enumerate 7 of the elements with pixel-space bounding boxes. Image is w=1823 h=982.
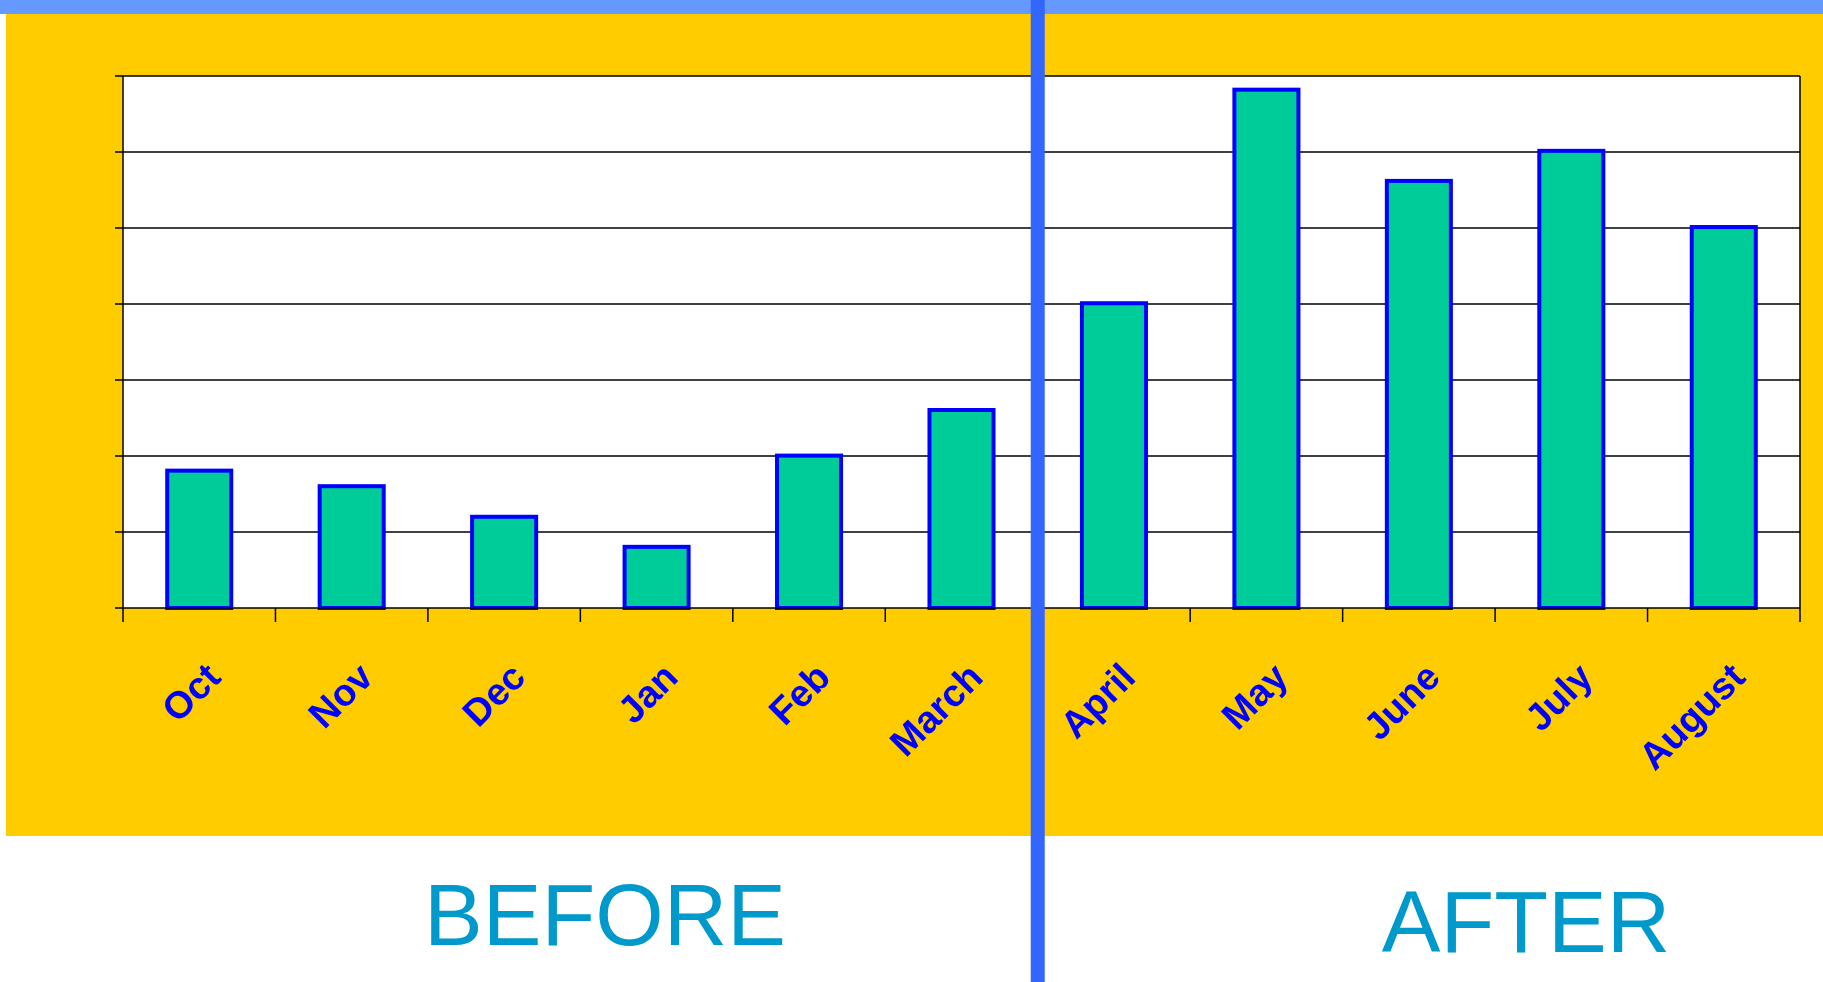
x-tick-label: Oct bbox=[153, 655, 229, 730]
x-tick-label: Jan bbox=[609, 655, 686, 732]
text: AFTER bbox=[1381, 872, 1671, 971]
x-tick-label: Dec bbox=[454, 655, 534, 735]
text: BEFORE bbox=[424, 865, 786, 964]
x-tick-label: Feb bbox=[760, 655, 839, 733]
x-tick-label: Nov bbox=[300, 655, 381, 736]
